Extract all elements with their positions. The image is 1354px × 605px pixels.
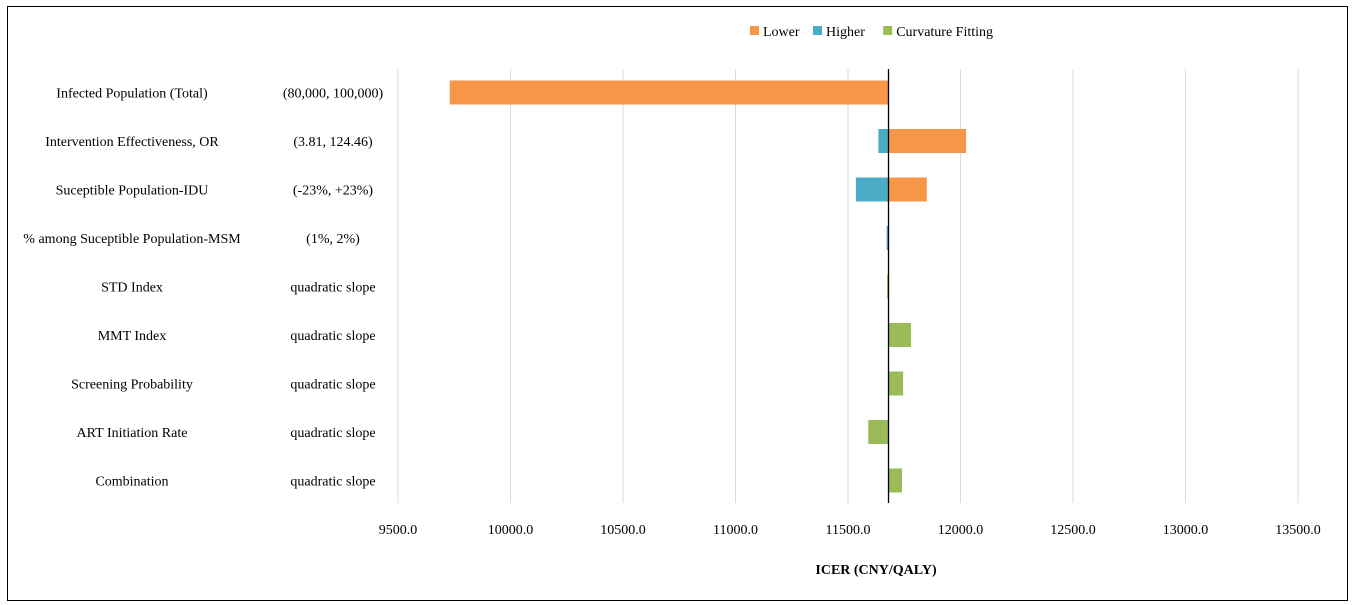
tornado-chart: Lower Higher Curvature Fitting Infected Po… [23,25,1321,578]
x-tick-labels: 9500.0 10000.0 10500.0 11000.0 11500.0 12000.… [379,523,1321,538]
row-label: Screening Probability [71,378,193,393]
bar-lower [888,129,967,153]
row-label: Intervention Effectiveness, OR [45,135,219,150]
x-tick-label: 12500.0 [1050,523,1096,538]
row-label: Combination [95,475,168,490]
legend-label: Higher [826,25,865,40]
bars [449,80,967,493]
bar-lower [888,177,927,202]
row-label: Infected Population (Total) [56,87,208,102]
row-range: quadratic slope [290,329,375,344]
x-tick-label: 13500.0 [1275,523,1321,538]
bar-higher [855,177,889,202]
x-tick-label: 12000.0 [938,523,984,538]
legend-label: Lower [763,25,800,40]
row-range: quadratic slope [290,475,375,490]
bar-curvature-fitting [888,323,911,347]
row-range: (-23%, +23%) [293,184,374,199]
gridlines [397,69,1299,503]
row-label: MMT Index [98,329,167,344]
legend-swatch-curvature-fitting [883,26,893,35]
row-label: % among Suceptible Population-MSM [23,232,241,247]
bar-curvature-fitting [888,468,902,493]
row-label: Suceptible Population-IDU [56,184,209,199]
bar-curvature-fitting [888,371,904,396]
x-tick-label: 10000.0 [488,523,534,538]
row-range: (3.81, 124.46) [293,135,373,150]
row-range: quadratic slope [290,426,375,441]
legend-label: Curvature Fitting [896,25,993,40]
row-range: quadratic slope [290,281,375,296]
x-axis-title: ICER (CNY/QALY) [815,563,937,578]
x-tick-label: 11000.0 [713,523,758,538]
bar-higher [886,226,889,250]
legend: Lower Higher Curvature Fitting [750,25,993,40]
legend-swatch-lower [750,26,759,35]
x-tick-label: 10500.0 [600,523,646,538]
chart-frame: Lower Higher Curvature Fitting Infected Po… [7,6,1348,601]
bar-lower [449,80,889,105]
bar-curvature-fitting [868,420,889,444]
bar-higher [878,129,889,153]
x-tick-label: 13000.0 [1163,523,1209,538]
row-range: (80,000, 100,000) [283,87,384,102]
row-range: quadratic slope [290,378,375,393]
row-label: STD Index [101,281,163,296]
x-tick-label: 11500.0 [826,523,871,538]
row-labels: Infected Population (Total) (80,000, 100,… [23,87,383,490]
legend-swatch-higher [813,26,822,35]
row-label: ART Initiation Rate [77,426,188,441]
row-range: (1%, 2%) [306,232,360,247]
x-tick-label: 9500.0 [379,523,418,538]
